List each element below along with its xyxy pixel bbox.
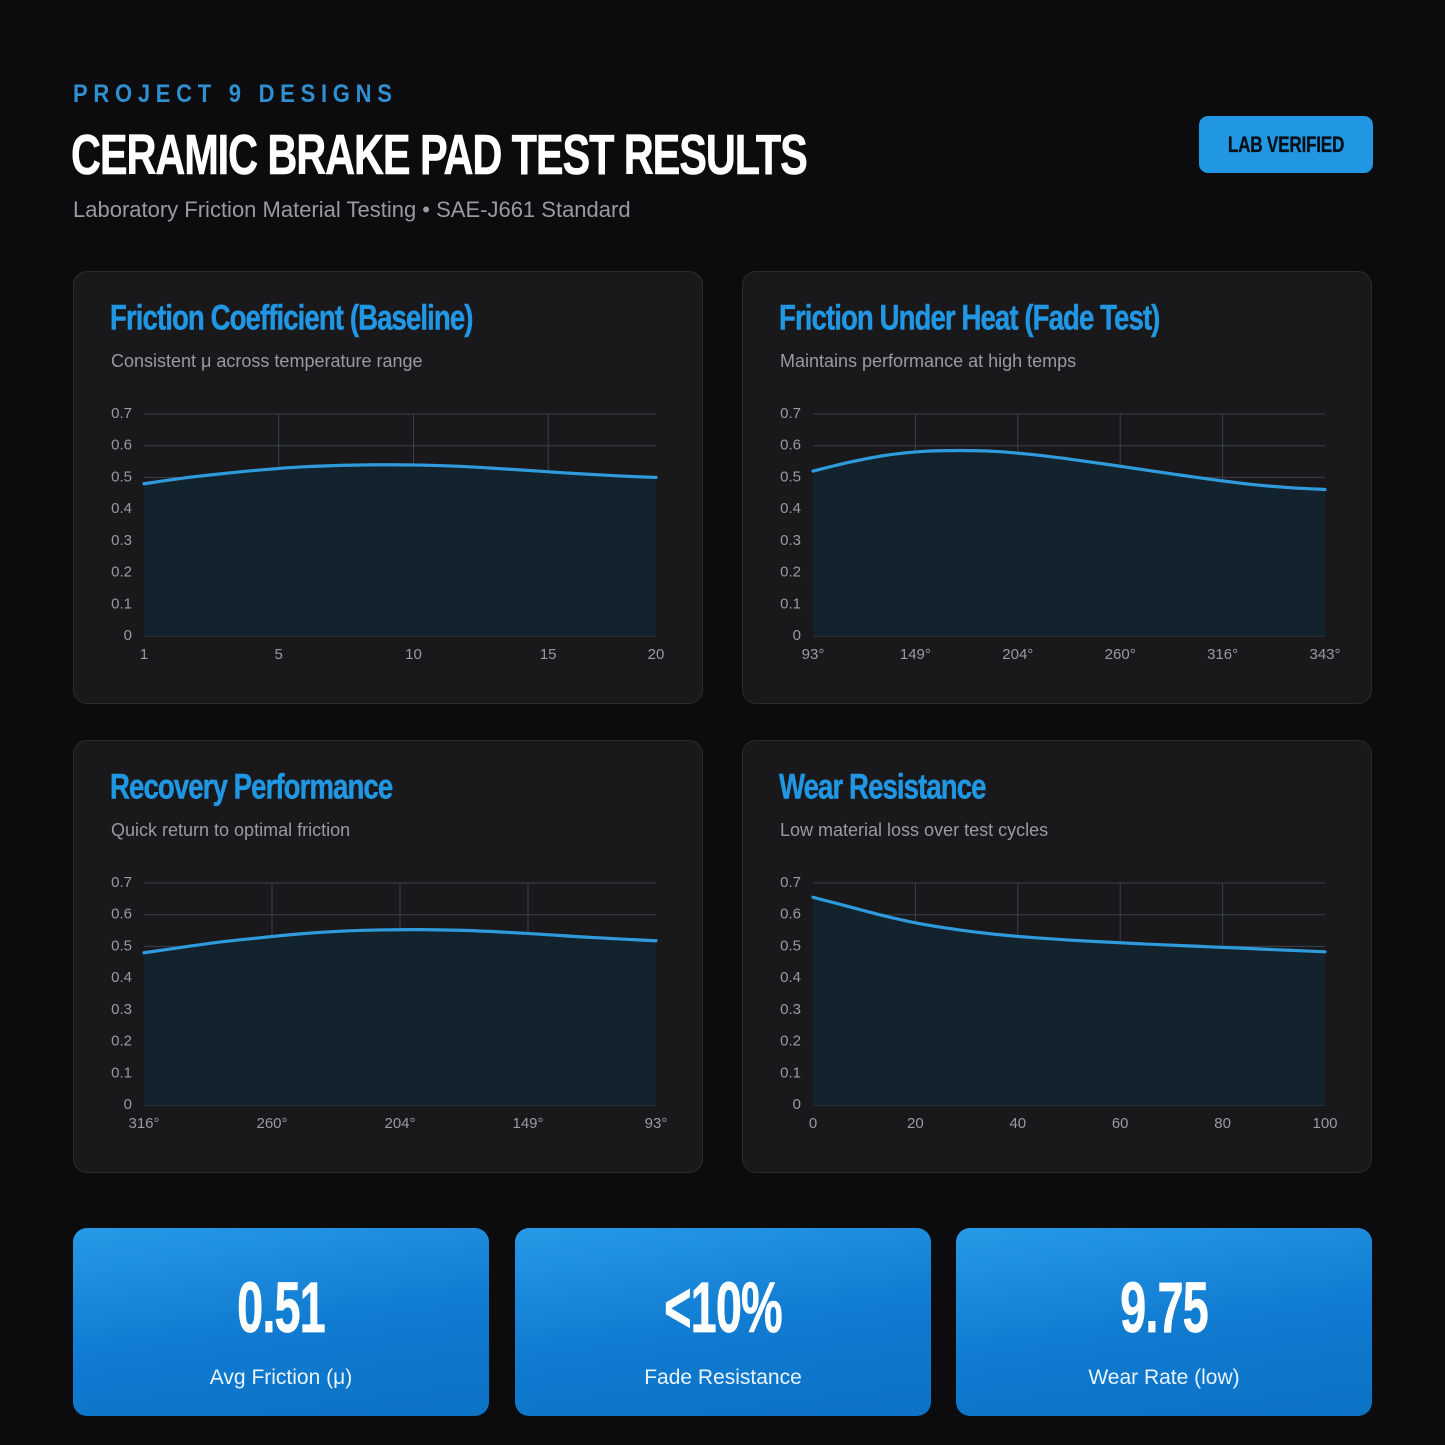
- svg-text:10: 10: [405, 646, 422, 663]
- svg-text:0: 0: [124, 627, 132, 644]
- svg-text:100: 100: [1312, 1115, 1337, 1132]
- svg-text:0: 0: [793, 627, 801, 644]
- svg-text:80: 80: [1214, 1115, 1231, 1132]
- svg-text:0.3: 0.3: [111, 1001, 132, 1018]
- svg-text:343°: 343°: [1309, 646, 1340, 663]
- svg-text:0.1: 0.1: [111, 1064, 132, 1081]
- svg-text:93°: 93°: [802, 646, 825, 663]
- svg-text:20: 20: [907, 1115, 924, 1132]
- svg-text:0.2: 0.2: [111, 1033, 132, 1050]
- svg-text:0.3: 0.3: [111, 532, 132, 549]
- svg-text:0.7: 0.7: [111, 405, 132, 422]
- svg-text:0.7: 0.7: [780, 874, 801, 891]
- svg-text:316°: 316°: [128, 1115, 159, 1132]
- svg-text:40: 40: [1009, 1115, 1026, 1132]
- svg-text:260°: 260°: [256, 1115, 287, 1132]
- svg-text:0: 0: [809, 1115, 817, 1132]
- svg-text:0.4: 0.4: [780, 969, 801, 986]
- svg-text:0: 0: [793, 1096, 801, 1113]
- svg-text:0.5: 0.5: [780, 468, 801, 485]
- svg-text:0.5: 0.5: [111, 937, 132, 954]
- svg-text:0.6: 0.6: [111, 906, 132, 923]
- svg-text:0.5: 0.5: [780, 937, 801, 954]
- svg-text:0.1: 0.1: [780, 595, 801, 612]
- svg-text:0.6: 0.6: [780, 906, 801, 923]
- svg-text:149°: 149°: [900, 646, 931, 663]
- svg-text:0.7: 0.7: [780, 405, 801, 422]
- svg-text:0.2: 0.2: [780, 564, 801, 581]
- svg-text:20: 20: [648, 646, 665, 663]
- svg-text:0.6: 0.6: [780, 437, 801, 454]
- svg-text:0.2: 0.2: [111, 564, 132, 581]
- svg-text:316°: 316°: [1207, 646, 1238, 663]
- svg-text:15: 15: [540, 646, 557, 663]
- svg-text:1: 1: [140, 646, 148, 663]
- svg-text:0.3: 0.3: [780, 1001, 801, 1018]
- svg-text:0.1: 0.1: [780, 1064, 801, 1081]
- svg-text:0.4: 0.4: [780, 500, 801, 517]
- svg-text:0.5: 0.5: [111, 468, 132, 485]
- svg-text:93°: 93°: [645, 1115, 668, 1132]
- svg-text:0.4: 0.4: [111, 969, 132, 986]
- svg-text:5: 5: [275, 646, 283, 663]
- svg-text:0: 0: [124, 1096, 132, 1113]
- svg-text:260°: 260°: [1105, 646, 1136, 663]
- svg-text:0.3: 0.3: [780, 532, 801, 549]
- svg-text:149°: 149°: [512, 1115, 543, 1132]
- svg-text:0.4: 0.4: [111, 500, 132, 517]
- svg-text:0.1: 0.1: [111, 595, 132, 612]
- svg-text:60: 60: [1112, 1115, 1129, 1132]
- svg-text:0.2: 0.2: [780, 1033, 801, 1050]
- svg-text:0.6: 0.6: [111, 437, 132, 454]
- svg-text:204°: 204°: [1002, 646, 1033, 663]
- svg-text:204°: 204°: [384, 1115, 415, 1132]
- svg-text:0.7: 0.7: [111, 874, 132, 891]
